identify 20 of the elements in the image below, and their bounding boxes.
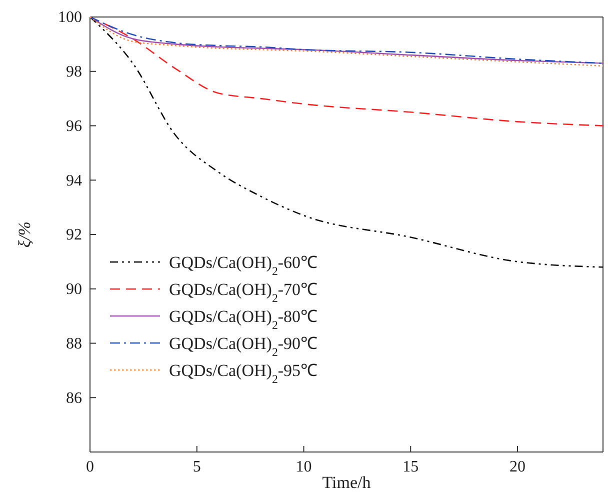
y-tick-label: 86 xyxy=(66,390,82,407)
y-tick-label: 92 xyxy=(66,226,82,244)
y-tick-label: 100 xyxy=(58,9,82,26)
legend-label: GQDs/Ca(OH)$_{2}$-95℃ xyxy=(169,361,318,386)
y-tick-label: 88 xyxy=(66,335,82,352)
x-tick-label: 10 xyxy=(296,458,312,476)
y-tick-label: 96 xyxy=(66,118,82,135)
y-tick-label: 90 xyxy=(66,280,82,298)
x-tick-label: 5 xyxy=(192,458,201,476)
legend-label: GQDs/Ca(OH)$_{2}$-60℃ xyxy=(169,253,318,278)
x-tick-label: 20 xyxy=(510,458,526,476)
y-axis-title: ξ/% xyxy=(15,221,34,248)
legend-label: GQDs/Ca(OH)$_{2}$-80℃ xyxy=(169,307,318,332)
x-tick-label: 0 xyxy=(86,458,94,476)
y-tick-label: 94 xyxy=(66,172,82,190)
legend-label: GQDs/Ca(OH)$_{2}$-90℃ xyxy=(169,334,318,359)
y-tick-label: 98 xyxy=(66,63,82,80)
x-tick-label: 15 xyxy=(402,458,419,476)
x-axis-title: Time/h xyxy=(322,473,372,492)
legend-label: GQDs/Ca(OH)$_{2}$-70℃ xyxy=(169,280,318,305)
